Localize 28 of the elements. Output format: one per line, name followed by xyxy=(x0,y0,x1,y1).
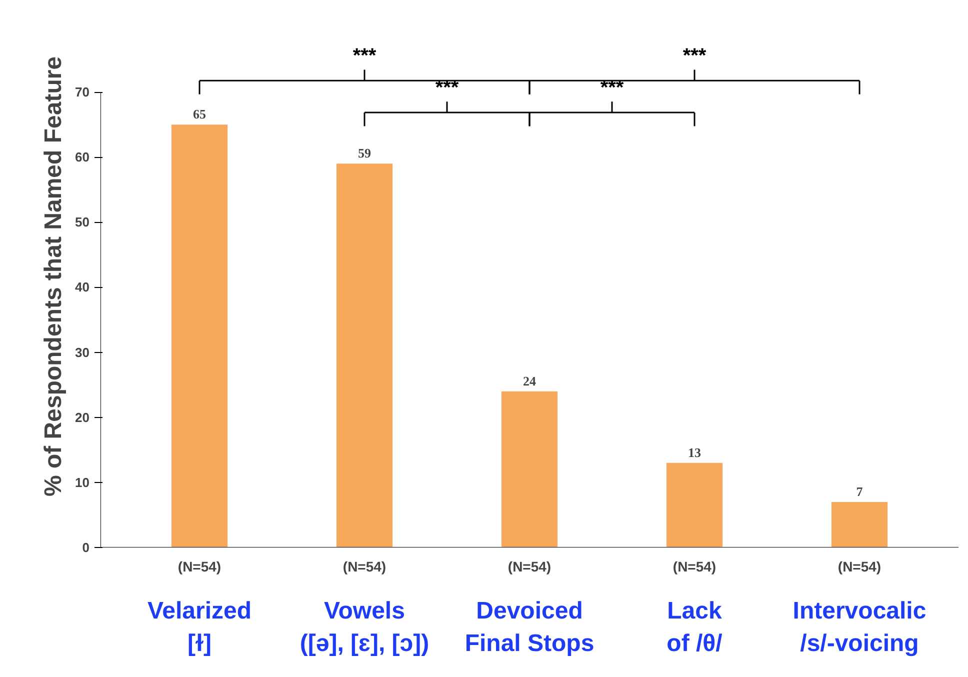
text: (N=54) xyxy=(342,558,386,574)
x-tick-label: Lack of /θ/ xyxy=(666,598,723,657)
y-axis-title: % of Respondents that Named Feature xyxy=(40,56,68,497)
data-label: 13 xyxy=(688,444,702,460)
x-tick-label: Intervocalic /s/-voicing xyxy=(792,598,926,657)
text: (N=54) xyxy=(508,558,552,574)
text: *** xyxy=(682,44,706,67)
data-label: 24 xyxy=(523,373,536,388)
y-tick-label: 20 xyxy=(75,410,90,425)
annotation: *** xyxy=(435,76,459,99)
x-tick-label: Velarized [ɫ] xyxy=(147,598,252,657)
y-tick-label: 70 xyxy=(75,84,90,100)
data-label: 65 xyxy=(193,106,206,122)
y-tick-label: 50 xyxy=(75,214,90,230)
y-tick-label: 40 xyxy=(75,280,90,295)
text: (N=54) xyxy=(178,558,222,574)
data-label: 59 xyxy=(358,146,372,161)
text: *** xyxy=(352,44,376,67)
y-tick-label: 0 xyxy=(82,540,90,555)
text: (N=54) xyxy=(672,558,716,574)
x-tick-label: Devoiced Final Stops xyxy=(464,598,594,657)
y-tick-label: 30 xyxy=(75,344,90,360)
data-label: 7 xyxy=(856,484,864,499)
annotation: *** xyxy=(600,76,624,99)
text: (N=54) xyxy=(838,558,882,574)
x-tick-label: Vowels ([ə], [ɛ], [ɔ]) xyxy=(300,598,430,657)
y-tick-label: 10 xyxy=(75,474,90,490)
y-tick-label: 60 xyxy=(75,150,90,165)
